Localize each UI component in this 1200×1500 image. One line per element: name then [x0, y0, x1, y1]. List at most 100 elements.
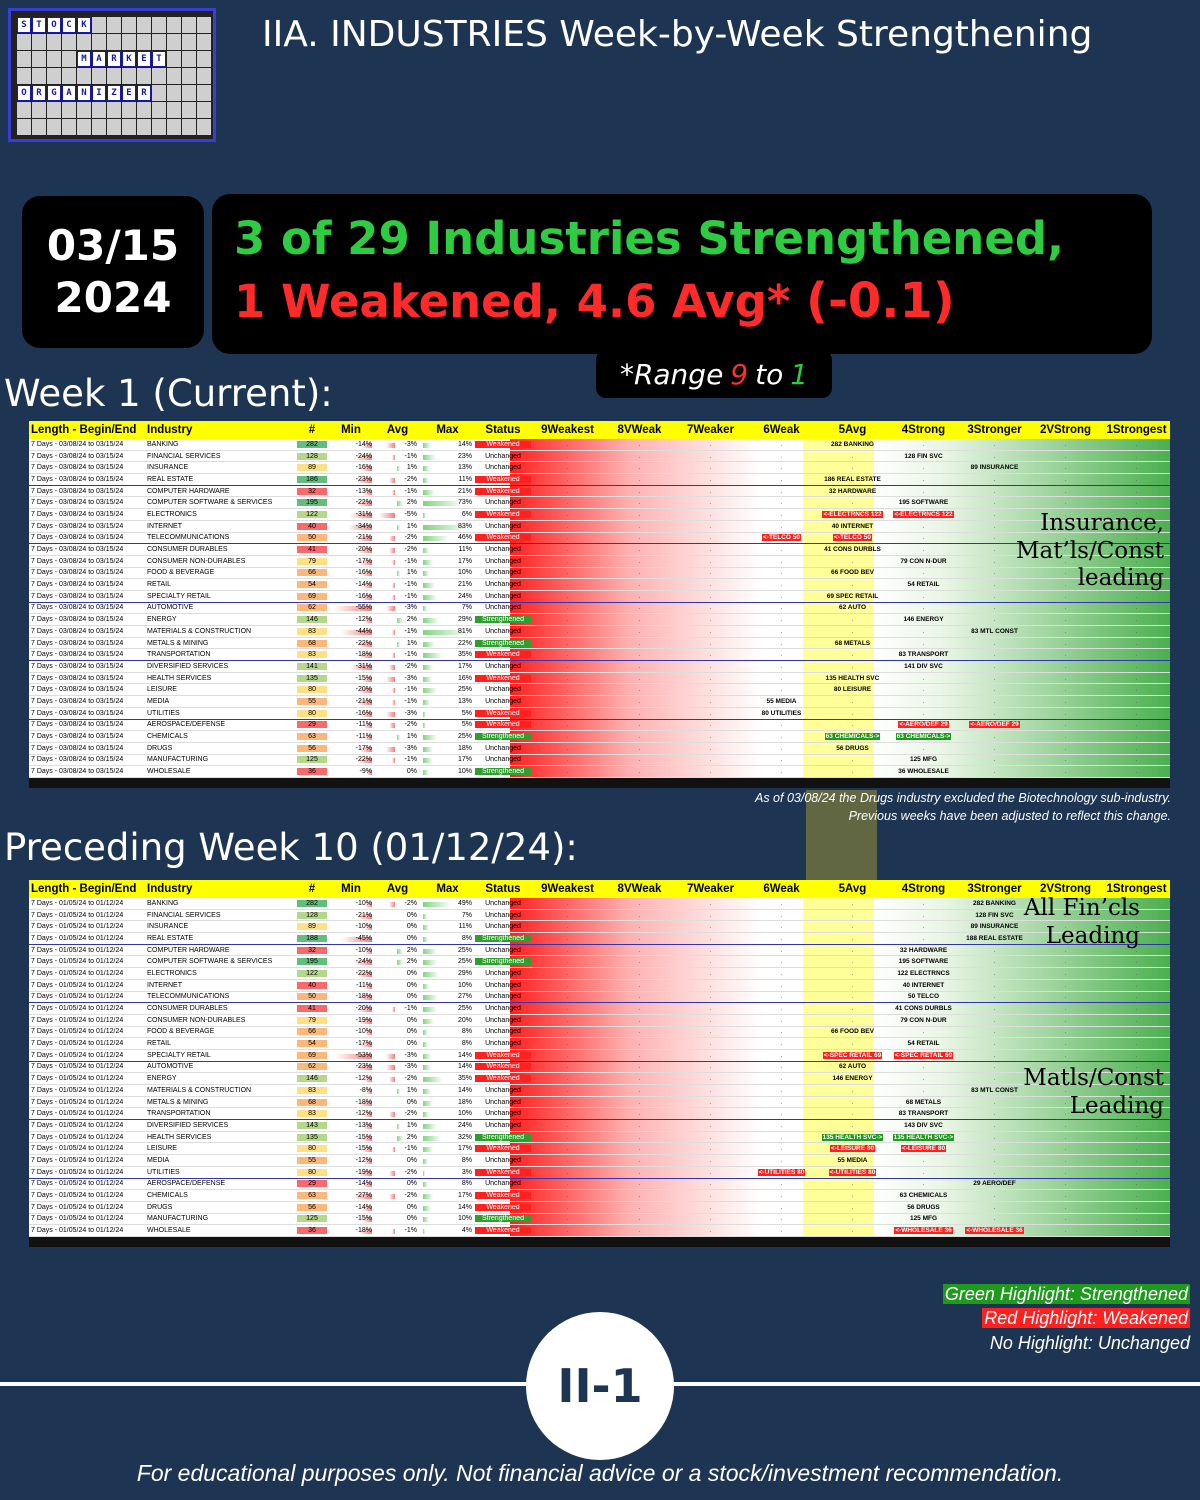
status-badge: Unchanged	[485, 464, 521, 472]
zone-cell: .	[1064, 639, 1067, 647]
min-cell: -10%	[327, 947, 375, 954]
status-cell: Strengthened	[475, 934, 531, 942]
count-value: 55	[297, 697, 327, 705]
min-cell: -17%	[327, 1040, 375, 1048]
min-value: -34%	[355, 522, 372, 530]
max-cell: 73%	[420, 499, 475, 507]
zone-cell: .	[1135, 1215, 1138, 1223]
status-badge: Strengthened	[475, 1215, 531, 1223]
avg-bar	[385, 711, 395, 717]
table-row: 7 Days - 03/08/24 to 03/15/24 LEISURE 80 -2…	[29, 684, 1170, 697]
max-value: 17%	[457, 1145, 472, 1153]
zone-label: 55 MEDIA	[837, 1156, 868, 1164]
zone-cell: .	[709, 1180, 712, 1188]
zone-cell: .	[1135, 651, 1138, 659]
zone-cell: .	[922, 934, 925, 942]
industry-cell: CHEMICALS	[147, 733, 188, 741]
max-bar	[423, 699, 431, 705]
column-header: Max	[436, 883, 459, 895]
min-value: -18%	[355, 1227, 372, 1235]
zone-cell: .	[638, 662, 641, 670]
zone-cell: 56 DRUGS	[888, 1204, 959, 1211]
status-badge: Unchanged	[485, 592, 521, 600]
max-bar	[423, 594, 437, 600]
date-badge: 03/15 2024	[22, 196, 204, 348]
logo-cell	[32, 68, 46, 84]
zone-cell: .	[566, 499, 569, 507]
max-value: 29%	[457, 616, 472, 624]
zone-cell: .	[851, 1192, 854, 1200]
zone-cell: 122 ELECTRNCS	[888, 970, 959, 977]
zone-label: <-LEISURE 80	[900, 1145, 947, 1153]
zone-cell: .	[1135, 1192, 1138, 1200]
zone-cell: <-TELCO 50	[817, 534, 888, 542]
industry-cell: RETAIL	[147, 581, 171, 589]
min-value: -12%	[355, 1110, 372, 1118]
status-cell: Weakened	[475, 475, 531, 483]
industry-cell: SPECIALTY RETAIL	[147, 592, 211, 600]
zone-cell: .	[638, 686, 641, 694]
count-value: 141	[297, 662, 327, 670]
max-value: 13%	[457, 697, 472, 705]
zone-label: 63 CHEMICALS->	[895, 733, 952, 741]
avg-value: -1%	[404, 1145, 417, 1153]
max-value: 49%	[457, 899, 472, 907]
table-row: 7 Days - 03/08/24 to 03/15/24 ELECTRONICS…	[29, 509, 1170, 521]
zone-cell: .	[1135, 1145, 1138, 1153]
zone-cell: .	[709, 1227, 712, 1235]
zone-label: 146 ENERGY	[903, 616, 944, 624]
status-badge: Unchanged	[485, 1016, 521, 1024]
max-bar	[423, 1147, 433, 1153]
avg-value: -2%	[404, 662, 417, 670]
min-cell: -18%	[327, 993, 375, 1001]
length-cell: 7 Days - 01/05/24 to 01/12/24	[31, 1121, 124, 1129]
max-value: 3%	[461, 1168, 472, 1176]
status-badge: Strengthened	[475, 733, 531, 741]
zone-cell: .	[638, 1133, 641, 1141]
min-cell: -21%	[327, 534, 375, 542]
zone-cell: .	[780, 662, 783, 670]
zone-cell: .	[780, 1005, 783, 1013]
zone-cell: .	[1135, 1227, 1138, 1235]
avg-value: 0%	[406, 923, 417, 931]
week1-table: Length - Begin/End Industry # Min Avg Max Stat…	[29, 421, 1170, 788]
zone-cell: .	[709, 1133, 712, 1141]
zone-cell: .	[566, 1110, 569, 1118]
logo-cell	[182, 17, 196, 33]
zone-cell: .	[638, 1028, 641, 1036]
zone-cell: .	[1135, 709, 1138, 717]
min-value: -11%	[356, 733, 372, 741]
avg-cell: -3%	[375, 604, 420, 612]
zone-cell: .	[1135, 534, 1138, 542]
count-cell: 56	[297, 744, 327, 752]
zone-cell: 135 HEALTH SVC	[817, 675, 888, 682]
zone-cell: .	[709, 744, 712, 752]
zone-cell: .	[709, 440, 712, 448]
min-cell: -15%	[327, 1145, 375, 1153]
table-row: 7 Days - 03/08/24 to 03/15/24 MANUFACTURI…	[29, 755, 1170, 767]
zone-cell: .	[780, 604, 783, 612]
status-cell: Unchanged	[475, 698, 531, 705]
zone-cell: .	[566, 487, 569, 495]
min-cell: -15%	[327, 675, 375, 682]
avg-value: 0%	[406, 1098, 417, 1106]
zone-cell: .	[922, 534, 925, 542]
status-badge: Strengthened	[475, 639, 531, 647]
zone-label: 125 MFG	[909, 756, 938, 764]
min-value: -53%	[355, 1051, 372, 1059]
max-cell: 17%	[420, 558, 475, 565]
avg-bar	[391, 559, 395, 565]
zone-cell: .	[993, 616, 996, 624]
max-bar	[423, 536, 449, 542]
zone-cell: .	[1064, 1040, 1067, 1048]
count-value: 80	[297, 1168, 327, 1176]
zone-label: <-TELCO 50	[761, 534, 802, 542]
avg-cell: -2%	[375, 721, 420, 729]
zone-cell: 50 TELCO	[888, 993, 959, 1000]
table-row: 7 Days - 03/08/24 to 03/15/24 MEDIA 55 -21%…	[29, 696, 1170, 708]
logo-cell	[17, 68, 31, 84]
min-value: -10%	[355, 1028, 372, 1036]
length-cell: 7 Days - 03/08/24 to 03/15/24	[31, 510, 124, 518]
zone-cell: .	[993, 1075, 996, 1083]
max-bar	[423, 1053, 431, 1059]
